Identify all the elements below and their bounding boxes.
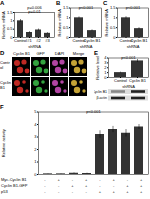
svg-text:shRNA: shRNA [122,84,135,89]
svg-text:0: 0 [104,75,107,80]
html-text:D: D [0,50,5,56]
html-text:p53: p53 [1,189,8,194]
svg-text:#3: #3 [45,38,50,43]
svg-text:shRNA: shRNA [80,44,93,49]
svg-text:p=0.01: p=0.01 [28,9,41,14]
html-text:C: C [103,0,108,6]
svg-text:0: 0 [66,35,69,40]
svg-text:1: 1 [10,18,13,23]
html-text:Merge: Merge [72,51,85,56]
svg-text:Control: Control [14,38,27,43]
svg-text:3: 3 [104,60,107,65]
html-text:GFP: GFP [36,51,45,56]
svg-text:Relative activity: Relative activity [1,129,6,157]
svg-text:1: 1 [104,70,107,75]
svg-text:4: 4 [34,122,37,127]
svg-text:Cyclin B1: Cyclin B1 [94,90,107,94]
svg-text:p<0.001: p<0.001 [121,55,136,60]
html-text:Control Cyclin B1: Control Cyclin B1 [114,78,146,84]
svg-text:1: 1 [66,15,69,20]
svg-text:1.5: 1.5 [7,10,13,15]
svg-text:#1: #1 [27,38,32,44]
svg-text:0.5: 0.5 [7,26,13,31]
svg-text:p<0.001: p<0.001 [86,109,101,114]
svg-text:shRNA: shRNA [127,44,140,49]
svg-text:5: 5 [34,109,37,114]
svg-text:0.5: 0.5 [63,25,69,30]
html-text:B: B [56,0,61,6]
svg-text:Cyclin B1: Cyclin B1 [83,38,101,44]
html-text:Myc-Cyclin B1: Myc-Cyclin B1 [1,177,27,182]
html-text:Cyclin B1-GFP: Cyclin B1-GFP [1,183,28,188]
svg-text:2: 2 [34,147,37,152]
svg-text:Relative level: Relative level [95,56,100,80]
html-text:DAPI: DAPI [54,51,65,56]
html-text:Control: Control [0,60,10,70]
svg-text:2: 2 [104,65,107,70]
svg-text:p=0.006: p=0.006 [27,4,42,10]
svg-text:3: 3 [34,134,37,139]
svg-text:1: 1 [34,159,37,164]
svg-text:0: 0 [10,35,13,40]
svg-text:p<0.001: p<0.001 [79,5,94,10]
svg-text:Relative mRNA: Relative mRNA [57,9,62,37]
svg-text:Relative mRNA: Relative mRNA [1,11,6,39]
svg-text:Cyclin B1: Cyclin B1 [130,38,148,44]
svg-text:0.5: 0.5 [110,25,116,30]
svg-text:Relative mRNA: Relative mRNA [104,9,109,37]
svg-text:1.5: 1.5 [63,5,69,10]
svg-text:1.5: 1.5 [110,5,116,10]
html-text:F: F [0,104,4,110]
svg-text:p<0.001: p<0.001 [126,5,141,10]
html-text:A: A [0,0,5,6]
svg-text:1: 1 [113,15,116,20]
svg-text:0: 0 [113,35,116,40]
html-text:Cyclin B1: Cyclin B1 [0,80,11,90]
svg-text:0: 0 [34,172,37,177]
svg-text:#2: #2 [36,38,41,44]
svg-text:β-actin: β-actin [96,96,107,100]
html-text:Cyclin B1: Cyclin B1 [13,51,30,56]
html-text:E: E [94,50,98,56]
svg-text:4: 4 [104,55,107,60]
svg-text:shRNA: shRNA [28,44,41,49]
